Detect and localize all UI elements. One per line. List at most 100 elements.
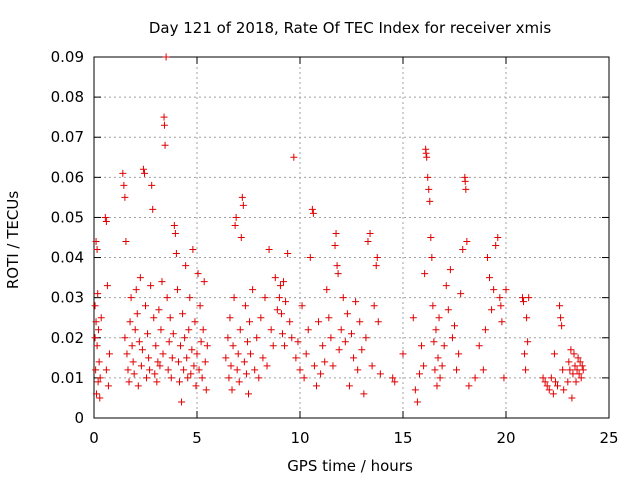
data-point xyxy=(572,378,580,386)
data-point xyxy=(174,358,182,366)
data-point xyxy=(271,274,279,282)
data-point xyxy=(161,141,169,149)
data-point xyxy=(259,354,267,362)
data-point xyxy=(524,338,532,346)
data-point xyxy=(568,394,576,402)
data-point xyxy=(294,338,302,346)
data-point xyxy=(521,350,529,358)
data-point xyxy=(149,205,157,213)
data-point xyxy=(567,346,575,354)
data-point xyxy=(96,394,104,402)
data-point xyxy=(245,390,252,398)
data-point xyxy=(446,266,454,274)
data-point xyxy=(352,298,360,306)
data-point xyxy=(246,318,254,326)
data-point xyxy=(140,169,148,177)
data-point xyxy=(226,314,234,322)
data-point xyxy=(92,238,100,246)
data-point xyxy=(310,362,318,370)
data-point xyxy=(331,242,339,250)
data-point xyxy=(488,306,496,314)
data-point xyxy=(556,302,564,310)
data-point xyxy=(368,362,376,370)
data-point xyxy=(150,314,158,322)
data-point xyxy=(306,254,314,262)
data-point xyxy=(364,238,372,246)
data-point xyxy=(278,330,286,338)
data-point xyxy=(284,250,292,258)
data-point xyxy=(288,334,296,342)
data-point xyxy=(236,326,244,334)
y-tick-label: 0.01 xyxy=(51,369,84,387)
data-point xyxy=(147,282,155,290)
data-point xyxy=(181,334,189,342)
data-point xyxy=(121,193,129,201)
data-point xyxy=(457,290,465,298)
data-point xyxy=(142,302,149,310)
data-point xyxy=(549,390,557,398)
y-tick-label: 0 xyxy=(74,409,84,427)
data-point xyxy=(547,374,555,382)
data-point xyxy=(151,370,159,378)
data-point xyxy=(129,358,137,366)
data-point xyxy=(263,362,271,370)
data-point xyxy=(127,294,135,302)
x-axis-label: GPS time / hours xyxy=(287,457,413,475)
data-point xyxy=(173,286,181,294)
data-point xyxy=(350,354,358,362)
data-point xyxy=(409,314,417,322)
y-tick-label: 0.04 xyxy=(51,249,84,267)
data-point xyxy=(225,374,233,382)
data-point xyxy=(261,294,269,302)
data-point xyxy=(570,350,578,358)
data-point xyxy=(577,374,585,382)
data-point xyxy=(573,366,581,374)
data-point xyxy=(124,366,132,374)
data-point xyxy=(574,354,582,362)
grid-lines xyxy=(94,57,609,418)
data-point xyxy=(190,362,198,370)
data-point xyxy=(92,390,100,398)
data-point xyxy=(224,334,232,342)
data-point xyxy=(399,350,407,358)
data-point xyxy=(432,326,440,334)
data-point xyxy=(465,382,473,390)
data-point xyxy=(411,386,419,394)
data-point xyxy=(502,286,510,294)
data-point xyxy=(131,326,139,334)
data-point xyxy=(197,338,205,346)
data-point xyxy=(167,374,175,382)
data-point xyxy=(265,246,273,254)
data-point xyxy=(575,370,583,378)
data-point xyxy=(267,326,275,334)
data-point xyxy=(282,298,290,306)
data-point xyxy=(281,342,289,350)
data-point xyxy=(430,338,438,346)
data-point xyxy=(302,350,310,358)
data-point xyxy=(335,346,343,354)
data-point xyxy=(494,234,502,241)
data-point xyxy=(235,378,243,386)
data-point xyxy=(520,298,528,306)
data-point xyxy=(189,246,197,254)
data-point xyxy=(334,270,342,278)
data-point xyxy=(269,342,277,350)
data-point xyxy=(370,302,378,310)
x-tick-label: 5 xyxy=(192,429,202,447)
data-point xyxy=(102,217,110,225)
data-point xyxy=(280,278,288,286)
data-point xyxy=(234,350,242,358)
data-point xyxy=(257,314,265,322)
data-point xyxy=(242,370,250,378)
data-point xyxy=(133,310,141,318)
x-tick-label: 0 xyxy=(89,429,99,447)
data-point xyxy=(309,209,317,217)
data-point xyxy=(422,149,430,157)
data-point xyxy=(389,374,397,382)
y-tick-label: 0.07 xyxy=(51,128,84,146)
x-tick-label: 25 xyxy=(599,429,618,447)
data-point xyxy=(415,370,423,378)
data-point xyxy=(222,354,230,362)
data-point xyxy=(343,310,351,318)
